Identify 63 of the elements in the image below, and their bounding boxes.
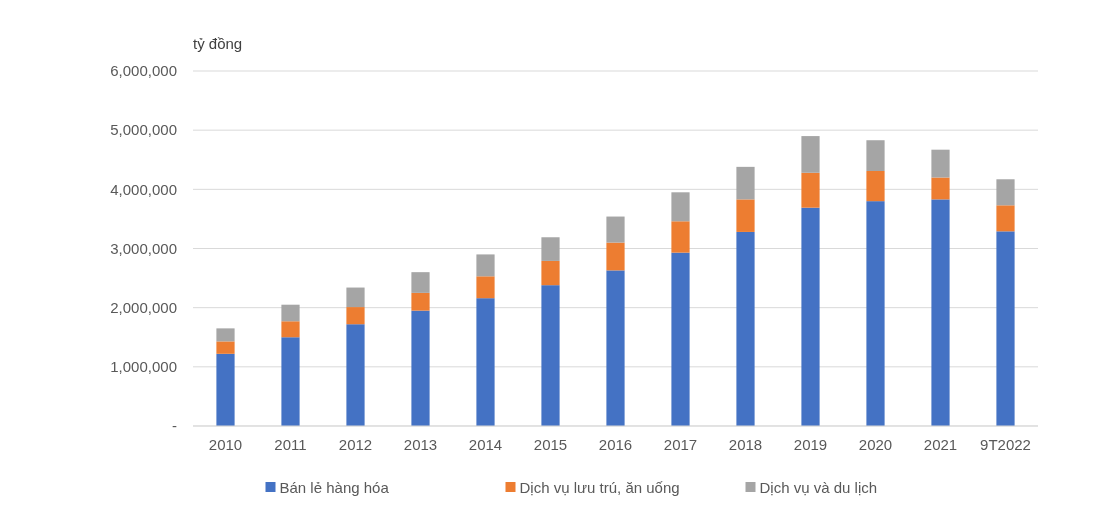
- bar: [606, 216, 625, 243]
- bar: [996, 205, 1015, 232]
- y-tick-label: 6,000,000: [110, 62, 177, 80]
- bar: [671, 252, 690, 426]
- bar: [606, 242, 625, 271]
- x-tick-label: 2019: [793, 436, 828, 453]
- bar: [541, 260, 560, 286]
- legend-label: Bán lẻ hàng hóa: [279, 479, 390, 497]
- legend-label: Dịch vụ và du lịch: [759, 479, 878, 497]
- x-tick-label: 2016: [598, 436, 633, 453]
- bar: [346, 307, 365, 325]
- x-tick-label: 9T2022: [980, 436, 1031, 453]
- bar: [736, 231, 755, 426]
- y-tick-label: 2,000,000: [110, 298, 177, 316]
- x-tick-label: 2017: [663, 436, 698, 453]
- bar: [671, 221, 690, 253]
- bar: [411, 272, 430, 293]
- bar: [801, 136, 820, 173]
- bar: [866, 140, 885, 171]
- bar: [996, 179, 1015, 206]
- bar: [931, 177, 950, 200]
- bar: [476, 298, 495, 426]
- y-tick-label: 4,000,000: [110, 180, 177, 198]
- bar: [346, 324, 365, 426]
- bar: [931, 199, 950, 426]
- x-tick-label: 2014: [468, 436, 503, 453]
- y-tick-label: -: [172, 417, 177, 435]
- y-axis-title: tỷ đồng: [193, 35, 243, 52]
- x-tick-label: 2013: [403, 436, 438, 453]
- bar: [866, 201, 885, 426]
- bar: [671, 192, 690, 222]
- bar: [996, 231, 1015, 426]
- x-tick-label: 2021: [923, 436, 958, 453]
- x-tick-label: 2018: [728, 436, 763, 453]
- bar: [736, 199, 755, 232]
- bar: [281, 304, 300, 322]
- y-tick-label: 5,000,000: [110, 121, 177, 139]
- bar: [411, 292, 430, 311]
- bar: [736, 166, 755, 200]
- bar: [216, 353, 235, 426]
- bar: [216, 341, 235, 354]
- x-tick-label: 2020: [858, 436, 893, 453]
- bar: [281, 321, 300, 338]
- bar: [801, 172, 820, 208]
- x-tick-label: 2010: [208, 436, 243, 453]
- x-tick-label: 2011: [274, 436, 307, 453]
- bar: [866, 170, 885, 202]
- bar: [476, 254, 495, 277]
- y-tick-label: 3,000,000: [110, 239, 177, 257]
- y-tick-label: 1,000,000: [110, 358, 177, 376]
- bar: [346, 287, 365, 308]
- x-tick-label: 2012: [338, 436, 373, 453]
- bar: [216, 328, 235, 342]
- bar: [411, 310, 430, 426]
- legend-label: Dịch vụ lưu trú, ăn uống: [519, 479, 680, 497]
- bar: [801, 207, 820, 426]
- x-tick-label: 2015: [533, 436, 568, 453]
- bar: [541, 285, 560, 426]
- bar: [931, 149, 950, 178]
- bar: [606, 270, 625, 426]
- bar: [476, 276, 495, 299]
- bar: [541, 237, 560, 261]
- bar: [281, 337, 300, 426]
